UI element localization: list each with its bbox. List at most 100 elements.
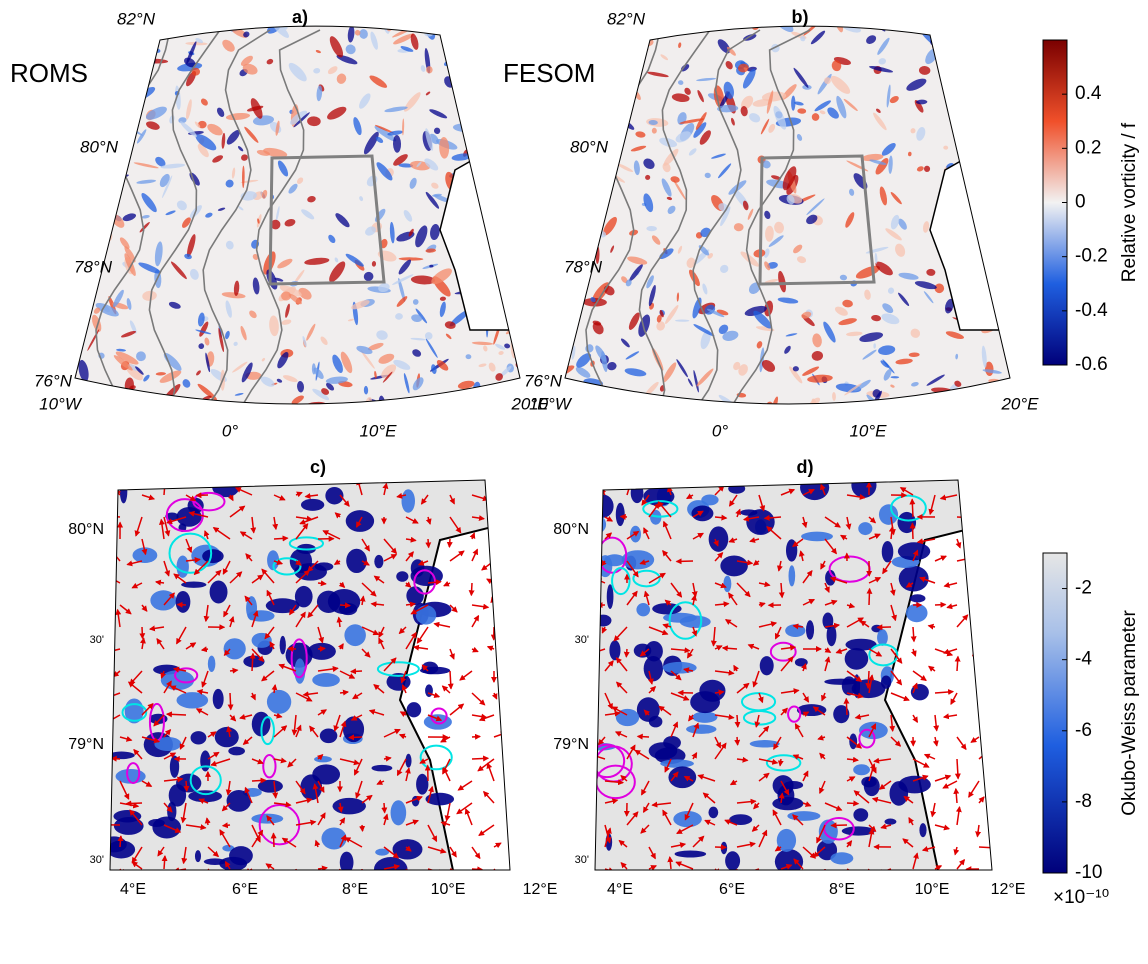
lat-label: 80°N xyxy=(68,521,104,538)
eddy xyxy=(795,429,810,438)
lat-label: 30' xyxy=(90,854,104,866)
eddy xyxy=(1004,138,1024,162)
eddy xyxy=(1003,328,1014,342)
velocity-arrow xyxy=(737,715,738,727)
eddy xyxy=(999,78,1018,88)
eddy-core xyxy=(416,605,437,624)
eddy xyxy=(441,429,448,439)
eddy-core xyxy=(258,780,283,793)
eddy xyxy=(950,396,962,408)
eddy-core xyxy=(668,766,696,788)
velocity-arrow xyxy=(979,671,985,685)
eddy xyxy=(773,425,790,435)
velocity-arrow xyxy=(340,692,348,693)
eddy xyxy=(1004,169,1022,177)
eddy-core xyxy=(219,857,247,871)
lon-label: 0° xyxy=(222,421,238,440)
eddy xyxy=(713,411,728,419)
eddy xyxy=(78,294,94,303)
colorbar-tick-label: 0 xyxy=(1075,192,1086,213)
lon-label: 12°E xyxy=(991,881,1026,898)
velocity-arrow xyxy=(449,539,450,547)
eddy xyxy=(598,170,611,184)
velocity-arrow xyxy=(318,648,325,649)
eddy xyxy=(696,20,707,31)
eddy xyxy=(515,319,524,343)
eddy xyxy=(78,290,87,305)
eddy xyxy=(566,182,587,198)
eddy-core xyxy=(210,580,228,603)
eddy xyxy=(945,51,961,66)
lon-label: 20°E xyxy=(1000,394,1039,413)
eddy xyxy=(67,17,76,28)
eddy-core xyxy=(416,774,428,795)
eddy xyxy=(655,28,674,37)
eddy xyxy=(491,12,500,23)
lat-label: 76°N xyxy=(524,371,563,390)
eddy-core xyxy=(405,754,411,768)
eddy xyxy=(572,237,584,249)
eddy xyxy=(522,40,538,53)
eddy-core xyxy=(374,555,383,568)
velocity-arrow xyxy=(349,737,362,738)
eddy-core xyxy=(372,765,393,772)
eddy xyxy=(1006,205,1014,213)
eddy xyxy=(742,406,753,415)
velocity-arrow xyxy=(340,605,350,606)
eddy-core xyxy=(251,814,283,824)
eddy-core xyxy=(842,826,875,835)
eddy-core xyxy=(295,586,313,608)
eddy-core xyxy=(424,714,452,729)
eddy xyxy=(985,91,997,102)
eddy xyxy=(461,389,481,401)
eddy-core xyxy=(107,840,135,858)
eddy xyxy=(1006,175,1016,185)
lon-label: 4°E xyxy=(120,881,146,898)
lon-label: 10°E xyxy=(849,421,887,440)
velocity-arrow xyxy=(494,517,504,527)
eddy xyxy=(992,35,1001,46)
eddy xyxy=(993,291,1000,298)
eddy xyxy=(985,65,996,73)
lat-label: 82°N xyxy=(117,9,156,28)
eddy xyxy=(271,413,283,417)
colorbar-tick-label: -4 xyxy=(1075,649,1092,670)
eddy-core xyxy=(723,576,731,593)
eddy-core xyxy=(699,680,725,702)
eddy xyxy=(304,411,316,424)
eddy xyxy=(524,259,533,268)
eddy xyxy=(259,409,265,414)
eddy xyxy=(470,125,484,133)
eddy-core xyxy=(191,731,207,744)
eddy xyxy=(990,94,1011,117)
eddy xyxy=(1012,419,1026,433)
eddy xyxy=(121,55,140,76)
eddy-core xyxy=(598,555,612,577)
eddy-core xyxy=(877,629,888,646)
eddy xyxy=(967,170,981,183)
panel-label: a) xyxy=(292,7,308,27)
eddy-core xyxy=(789,565,796,586)
eddy-core xyxy=(321,827,346,849)
eddy xyxy=(736,14,746,24)
eddy-core xyxy=(401,489,414,513)
eddy-core xyxy=(786,539,797,561)
colorbar-tick-label: 0.2 xyxy=(1075,137,1101,158)
eddy-core xyxy=(294,658,305,683)
eddy xyxy=(621,427,626,439)
eddy xyxy=(307,13,319,20)
eddy xyxy=(485,36,507,60)
eddy-core xyxy=(882,541,894,562)
eddy xyxy=(583,97,597,121)
eddy xyxy=(503,217,510,225)
eddy xyxy=(586,196,594,204)
eddy xyxy=(484,155,503,175)
eddy xyxy=(564,205,586,215)
eddy xyxy=(563,97,581,113)
eddy xyxy=(506,177,511,187)
eddy xyxy=(68,326,78,344)
velocity-arrow xyxy=(913,627,914,641)
eddy xyxy=(479,186,487,207)
eddy-core xyxy=(879,504,898,525)
